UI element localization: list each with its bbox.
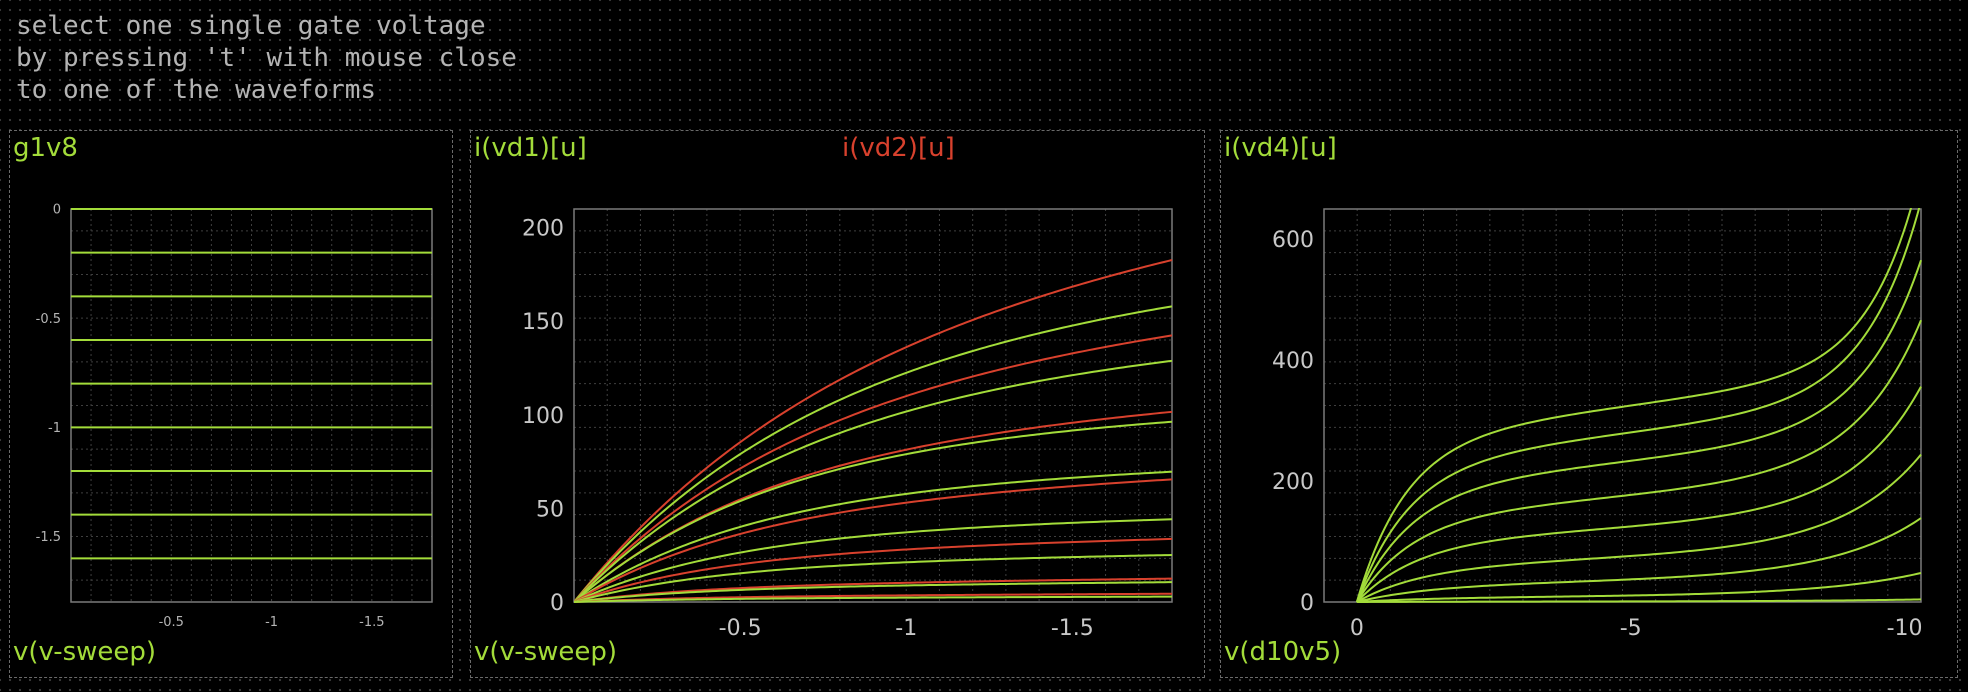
series-group bbox=[574, 259, 1173, 603]
waveform-trace-green[interactable] bbox=[574, 554, 1173, 603]
instructions-line: by pressing 't' with mouse close bbox=[16, 43, 517, 73]
y-tick-label: 0 bbox=[550, 591, 564, 616]
waveform-trace-red[interactable] bbox=[574, 577, 1173, 603]
y-axis-label-vd1: i(vd1)[u] bbox=[474, 133, 587, 163]
x-tick-label: -1.5 bbox=[1051, 616, 1094, 641]
y-tick-label: 600 bbox=[1272, 228, 1314, 253]
graph-panel-g1v8[interactable]: 0 -0.5 -1 -1.5 -0.5 -1 -1.5 g1v8 v(v-sweep) bbox=[9, 130, 453, 678]
y-tick-label: -1.5 bbox=[36, 530, 61, 545]
waveform-trace-green[interactable] bbox=[574, 305, 1173, 603]
y-tick-label: 400 bbox=[1272, 349, 1314, 374]
waveform-trace-green[interactable] bbox=[1356, 572, 1922, 603]
y-tick-label: -1 bbox=[48, 421, 61, 436]
graph-panel-id-vd4[interactable]: 0 200 400 600 0 -5 -10 i(vd4)[u] v(d10v5) bbox=[1220, 130, 1958, 678]
waveform-trace-red[interactable] bbox=[574, 334, 1173, 603]
waveform-trace-green[interactable] bbox=[574, 420, 1173, 603]
waveform-trace-red[interactable] bbox=[574, 537, 1173, 603]
y-tick-label: 200 bbox=[522, 217, 564, 242]
graph-canvas-g1v8[interactable]: 0 -0.5 -1 -1.5 -0.5 -1 -1.5 bbox=[10, 131, 454, 679]
plot-frame bbox=[573, 208, 1173, 603]
x-tick-label: -0.5 bbox=[719, 616, 762, 641]
x-tick-label: -1 bbox=[265, 615, 278, 630]
series-group bbox=[71, 208, 432, 560]
waveform-trace-green[interactable] bbox=[574, 359, 1173, 603]
waveform-trace-red[interactable] bbox=[574, 592, 1173, 603]
y-tick-label: 100 bbox=[522, 404, 564, 429]
graph-canvas-id-vd12[interactable]: 0 50 100 150 200 -0.5 -1 -1.5 bbox=[471, 131, 1206, 679]
x-axis-label: v(v-sweep) bbox=[474, 637, 618, 667]
waveform-trace-green[interactable] bbox=[1355, 259, 1922, 603]
x-tick-label: -0.5 bbox=[159, 615, 184, 630]
waveform-trace-green[interactable] bbox=[574, 581, 1173, 603]
instructions-line: to one of the waveforms bbox=[16, 75, 377, 105]
graph-panel-id-vd12[interactable]: 0 50 100 150 200 -0.5 -1 -1.5 i(vd1)[u] i(vd2)[… bbox=[470, 130, 1205, 678]
x-axis-label: v(v-sweep) bbox=[13, 637, 157, 667]
y-tick-label: 150 bbox=[522, 310, 564, 335]
waveform-trace-green[interactable] bbox=[1355, 201, 1921, 603]
x-tick-label: -1.5 bbox=[359, 615, 384, 630]
x-tick-label: -1 bbox=[895, 616, 917, 641]
x-tick-label: -5 bbox=[1620, 616, 1642, 641]
grid bbox=[574, 209, 1172, 602]
y-tick-label: 50 bbox=[536, 497, 564, 522]
y-tick-label: 0 bbox=[53, 203, 61, 218]
waveform-trace-red[interactable] bbox=[574, 478, 1173, 603]
x-tick-label: -10 bbox=[1887, 616, 1923, 641]
waveform-trace-green[interactable] bbox=[1356, 319, 1922, 603]
x-tick-label: 0 bbox=[1350, 616, 1364, 641]
waveform-trace-green[interactable] bbox=[1356, 453, 1922, 603]
waveform-trace-green[interactable] bbox=[1355, 179, 1921, 603]
x-axis-label: v(d10v5) bbox=[1224, 637, 1342, 667]
instructions-text: select one single gate voltage by pressi… bbox=[16, 10, 517, 106]
waveform-trace-green[interactable] bbox=[574, 518, 1173, 603]
instructions-line: select one single gate voltage bbox=[16, 11, 486, 41]
y-tick-label: -0.5 bbox=[36, 312, 61, 327]
y-axis-label-vd2: i(vd2)[u] bbox=[842, 133, 955, 163]
y-axis-label: i(vd4)[u] bbox=[1224, 133, 1337, 163]
y-axis-label: g1v8 bbox=[13, 133, 78, 163]
waveform-trace-green[interactable] bbox=[574, 595, 1173, 603]
waveform-trace-green[interactable] bbox=[1356, 517, 1922, 603]
waveform-trace-green[interactable] bbox=[574, 470, 1173, 603]
waveform-trace-green[interactable] bbox=[1356, 386, 1922, 603]
series-group bbox=[1355, 179, 1922, 603]
waveform-trace-red[interactable] bbox=[574, 259, 1173, 603]
graph-canvas-id-vd4[interactable]: 0 200 400 600 0 -5 -10 bbox=[1221, 131, 1959, 679]
y-tick-label: 200 bbox=[1272, 470, 1314, 495]
grid bbox=[71, 209, 432, 602]
y-tick-label: 0 bbox=[1300, 591, 1314, 616]
waveform-trace-green[interactable] bbox=[1356, 598, 1922, 603]
